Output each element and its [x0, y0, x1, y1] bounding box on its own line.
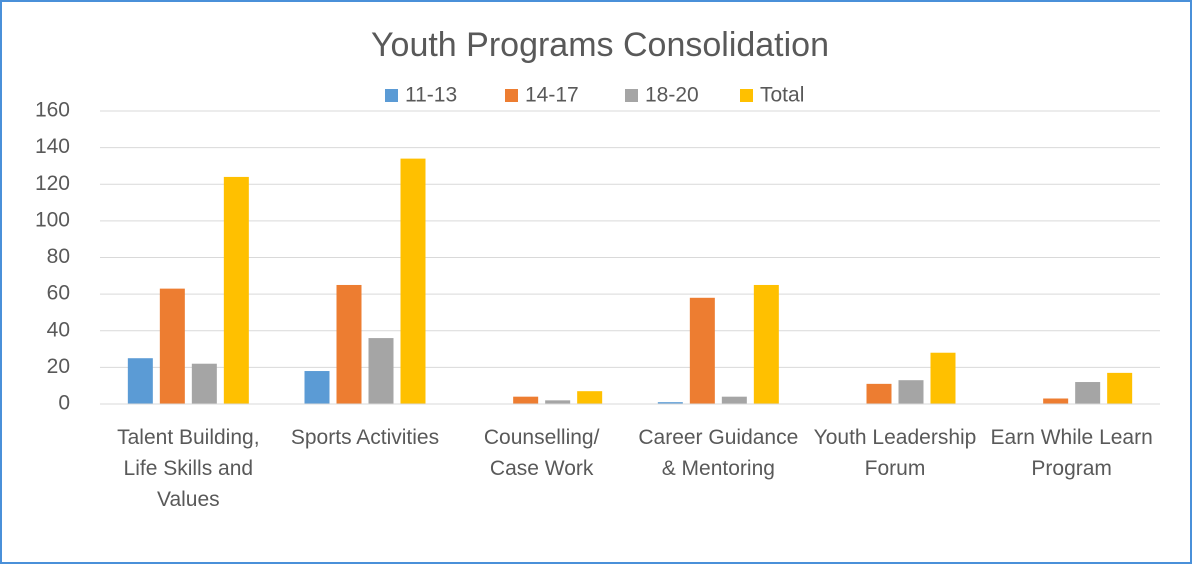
y-tick-label: 160 — [35, 99, 70, 122]
y-tick-label: 100 — [35, 208, 70, 231]
bar — [223, 176, 249, 404]
legend-label: Total — [760, 84, 804, 107]
y-tick-label: 40 — [47, 318, 70, 341]
chart-title: Youth Programs Consolidation — [371, 26, 829, 64]
bar — [753, 284, 779, 404]
x-tick-label: Earn While Learn Program — [990, 426, 1153, 480]
y-tick-label: 120 — [35, 172, 70, 195]
x-tick-label: Career Guidance & Mentoring — [638, 426, 799, 480]
bar — [127, 358, 153, 404]
x-tick-label: Counselling/ Case Work — [483, 426, 600, 480]
bar — [577, 391, 603, 404]
bar — [545, 400, 571, 404]
bar — [336, 284, 362, 404]
y-tick-label: 80 — [47, 245, 70, 268]
y-tick-label: 140 — [35, 135, 70, 158]
x-tick-label: Youth Leadership Forum — [813, 426, 977, 480]
bar — [513, 396, 539, 404]
y-tick-label: 0 — [58, 392, 70, 415]
bar — [866, 383, 892, 404]
bar — [368, 338, 394, 404]
bar — [898, 380, 924, 404]
bar — [400, 158, 426, 404]
bar — [1043, 398, 1069, 404]
legend-label: 14-17 — [525, 84, 579, 107]
bar — [689, 297, 715, 404]
bar — [304, 371, 330, 404]
bar — [1107, 372, 1133, 404]
bar — [1075, 382, 1101, 404]
bar — [721, 396, 747, 404]
y-tick-label: 20 — [47, 355, 70, 378]
legend-swatch — [625, 89, 638, 102]
bar — [159, 288, 185, 404]
y-tick-label: 60 — [47, 282, 70, 305]
legend-swatch — [740, 89, 753, 102]
legend-label: 18-20 — [645, 84, 699, 107]
legend-swatch — [385, 89, 398, 102]
bar — [191, 363, 217, 404]
x-tick-label: Talent Building, Life Skills and Values — [117, 426, 260, 511]
legend-label: 11-13 — [405, 84, 457, 107]
bar — [657, 402, 683, 404]
x-tick-label: Sports Activities — [290, 426, 440, 449]
bar — [930, 352, 956, 404]
legend-swatch — [505, 89, 518, 102]
